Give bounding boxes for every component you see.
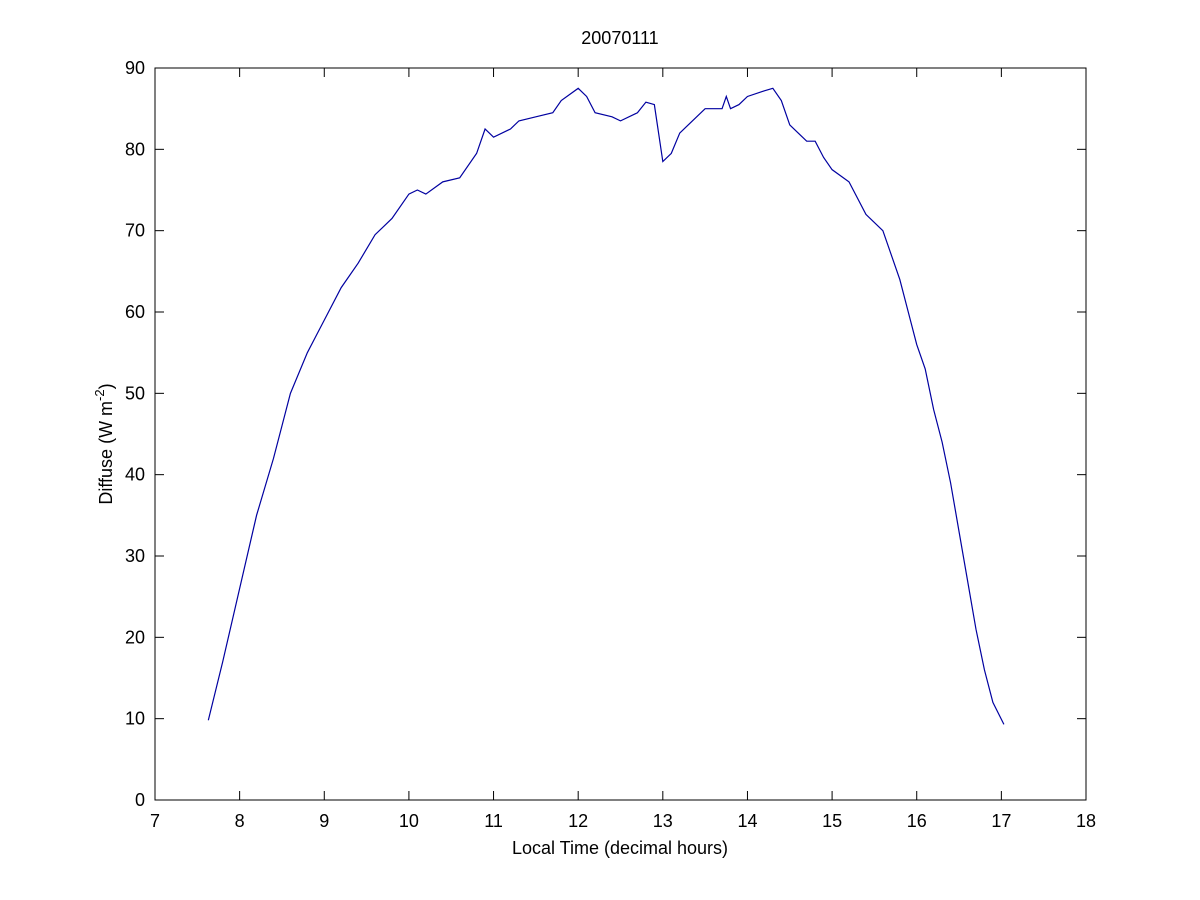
y-tick-label: 20 <box>125 627 145 647</box>
x-tick-label: 18 <box>1076 811 1096 831</box>
y-tick-label: 0 <box>135 790 145 810</box>
data-line <box>207 87 1005 725</box>
y-tick-label: 40 <box>125 465 145 485</box>
y-label-main: Diffuse (W m <box>96 401 116 505</box>
x-tick-label: 11 <box>484 811 503 831</box>
x-tick-label: 15 <box>822 811 842 831</box>
x-tick-label: 13 <box>653 811 673 831</box>
plot-area <box>154 67 1087 801</box>
x-axis-label: Local Time (decimal hours) <box>512 838 728 858</box>
y-axis-label: Diffuse (W m-2) <box>92 383 116 504</box>
y-label-suffix: ) <box>96 383 116 389</box>
x-tick-label: 16 <box>907 811 927 831</box>
y-tick-label: 60 <box>125 302 145 322</box>
y-tick-label: 80 <box>125 139 145 159</box>
y-tick-label: 50 <box>125 383 145 403</box>
y-tick-label: 70 <box>125 221 145 241</box>
x-tick-label: 9 <box>319 811 329 831</box>
x-tick-label: 17 <box>991 811 1011 831</box>
x-tick-label: 7 <box>150 811 160 831</box>
x-tick-label: 10 <box>399 811 419 831</box>
y-tick-label: 90 <box>125 58 145 78</box>
x-tick-label: 14 <box>737 811 757 831</box>
x-tick-label: 12 <box>568 811 588 831</box>
y-tick-label: 30 <box>125 546 145 566</box>
x-tick-label: 8 <box>235 811 245 831</box>
chart-title: 20070111 <box>581 28 658 48</box>
y-label-superscript: -2 <box>92 389 107 401</box>
y-tick-label: 10 <box>125 709 145 729</box>
